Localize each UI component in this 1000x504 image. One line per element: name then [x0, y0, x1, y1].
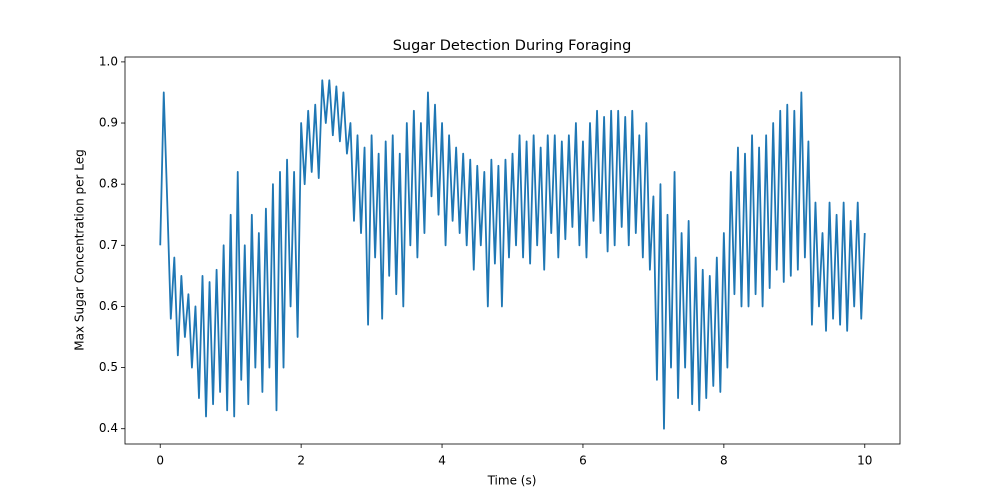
plot-frame — [124, 56, 901, 445]
chart-title: Sugar Detection During Foraging — [393, 38, 632, 54]
y-tick-label: 1.0 — [99, 54, 118, 68]
data-line — [159, 79, 866, 430]
y-tick-label: 0.4 — [99, 421, 118, 435]
x-tick-label: 4 — [438, 454, 446, 468]
x-tick-label: 0 — [156, 454, 164, 468]
x-tick-label: 6 — [579, 454, 587, 468]
x-tick-label: 8 — [720, 454, 728, 468]
y-axis-label: Max Sugar Concentration per Leg — [73, 149, 87, 351]
x-axis-label: Time (s) — [487, 474, 537, 488]
y-tick-label: 0.9 — [99, 116, 118, 130]
y-tick-label: 0.8 — [99, 177, 118, 191]
y-tick-label: 0.7 — [99, 238, 118, 252]
y-tick-label: 0.5 — [99, 360, 118, 374]
x-tick-label: 10 — [857, 454, 872, 468]
y-tick-label: 0.6 — [99, 299, 118, 313]
x-tick-label: 2 — [297, 454, 305, 468]
